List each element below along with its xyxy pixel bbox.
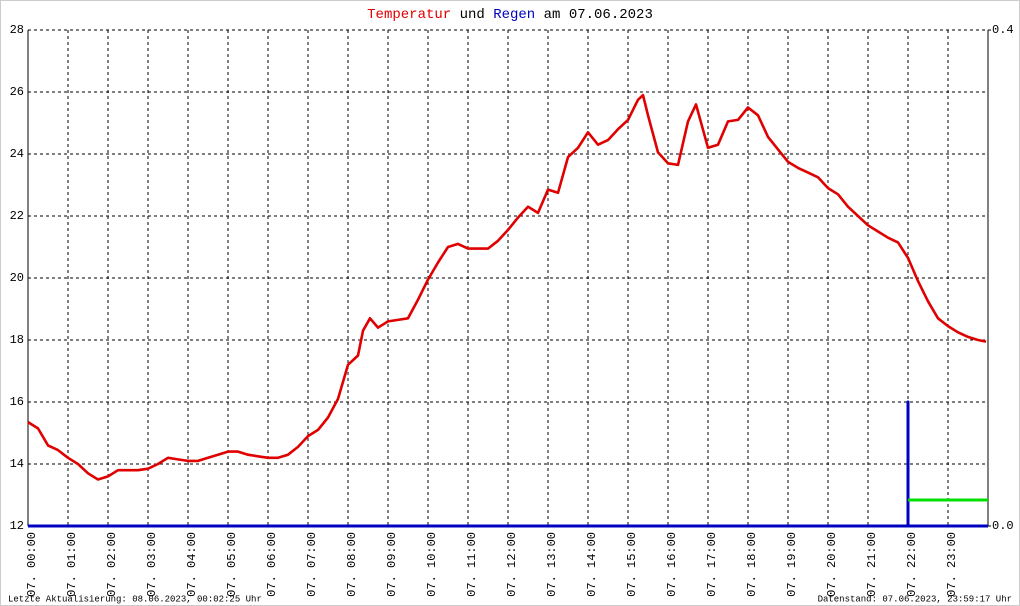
x-tick-label: 07. 13:00 bbox=[545, 532, 559, 597]
series-line bbox=[27, 93, 987, 481]
x-tick-label: 07. 21:00 bbox=[865, 532, 879, 597]
title-word: und bbox=[460, 7, 485, 23]
y-tick-label: 14 bbox=[10, 457, 24, 471]
x-tick-label: 07. 17:00 bbox=[705, 532, 719, 597]
x-tick-label: 07. 09:00 bbox=[385, 532, 399, 597]
x-tick-label: 07. 15:00 bbox=[625, 532, 639, 597]
x-tick-label: 07. 06:00 bbox=[265, 532, 279, 597]
y-tick-label: 20 bbox=[10, 271, 24, 285]
title-word: am 07.06.2023 bbox=[544, 7, 653, 23]
y-tick-label: 26 bbox=[10, 85, 24, 99]
title-rain: Regen bbox=[493, 7, 535, 23]
x-tick-label: 07. 07:00 bbox=[305, 532, 319, 597]
x-tick-label: 07. 19:00 bbox=[785, 532, 799, 597]
x-tick-label: 07. 11:00 bbox=[465, 532, 479, 597]
y-tick-label: 28 bbox=[10, 23, 24, 37]
x-tick-label: 07. 02:00 bbox=[105, 532, 119, 597]
title-temp: Temperatur bbox=[367, 7, 451, 23]
x-tick-label: 07. 04:00 bbox=[185, 532, 199, 597]
x-tick-label: 07. 08:00 bbox=[345, 532, 359, 597]
x-tick-label: 07. 01:00 bbox=[65, 532, 79, 597]
y2-tick-label: 0.0 bbox=[992, 519, 1014, 533]
y-tick-label: 22 bbox=[10, 209, 24, 223]
x-tick-label: 07. 16:00 bbox=[665, 532, 679, 597]
x-tick-label: 07. 22:00 bbox=[905, 532, 919, 597]
footer-left: Letzte Aktualisierung: 08.06.2023, 00:02… bbox=[8, 594, 262, 604]
y2-tick-label: 0.4 bbox=[992, 23, 1014, 37]
x-tick-label: 07. 23:00 bbox=[945, 532, 959, 597]
x-tick-label: 07. 00:00 bbox=[25, 532, 39, 597]
x-tick-label: 07. 10:00 bbox=[425, 532, 439, 597]
x-tick-label: 07. 12:00 bbox=[505, 532, 519, 597]
x-tick-label: 07. 14:00 bbox=[585, 532, 599, 597]
series-line bbox=[28, 400, 988, 528]
footer-right: Datenstand: 07.06.2023, 23:59:17 Uhr bbox=[818, 594, 1012, 604]
y-tick-label: 12 bbox=[10, 519, 24, 533]
x-tick-label: 07. 05:00 bbox=[225, 532, 239, 597]
y-tick-label: 24 bbox=[10, 147, 24, 161]
x-tick-label: 07. 03:00 bbox=[145, 532, 159, 597]
y-tick-label: 16 bbox=[10, 395, 24, 409]
chart-title: Temperatur und Regen am 07.06.2023 bbox=[367, 7, 653, 23]
y-tick-label: 18 bbox=[10, 333, 24, 347]
x-tick-label: 07. 20:00 bbox=[825, 532, 839, 597]
x-tick-label: 07. 18:00 bbox=[745, 532, 759, 597]
